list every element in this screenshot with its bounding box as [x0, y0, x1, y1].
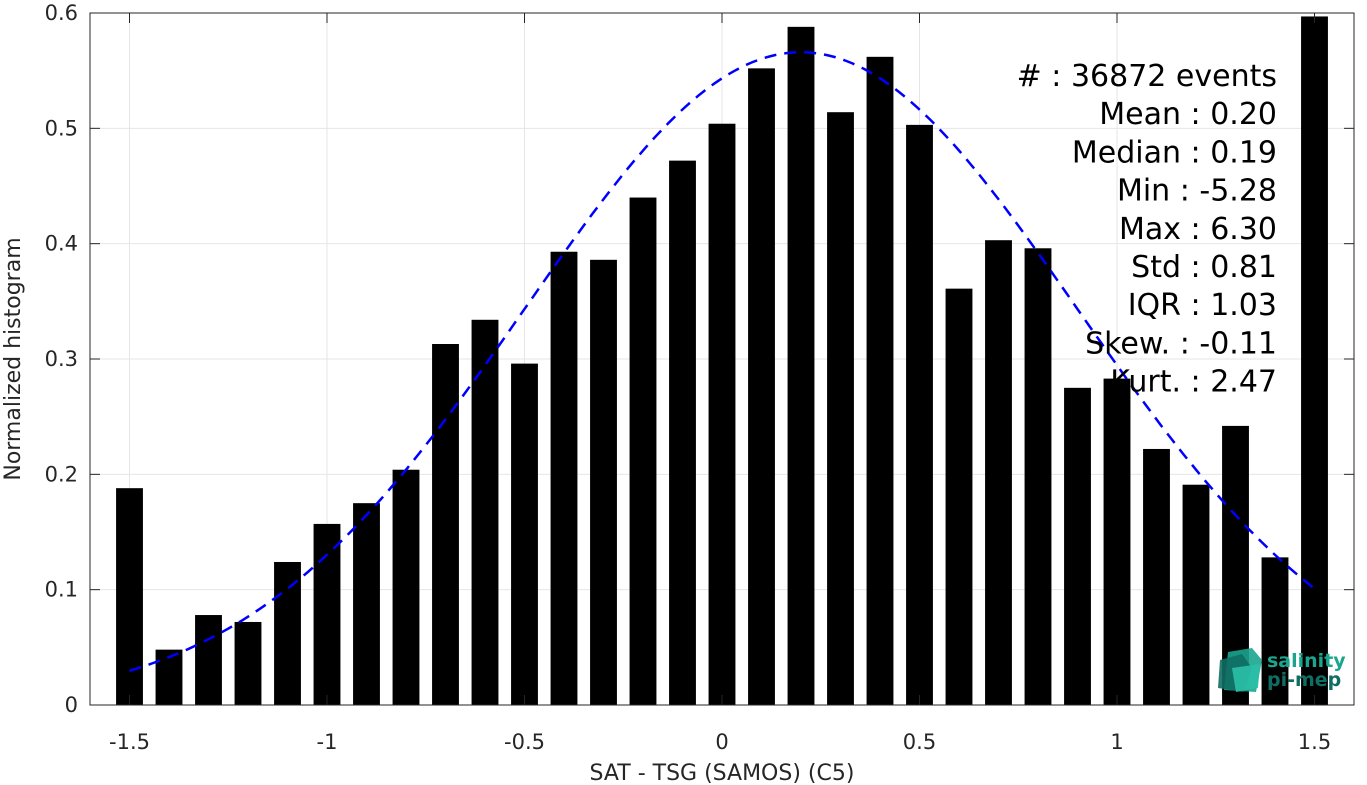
histogram-bar — [511, 363, 538, 705]
histogram-bar — [432, 344, 459, 705]
salinity-pimep-logo: salinity pi-mep — [1218, 648, 1346, 692]
histogram-bar — [1261, 557, 1289, 705]
y-tick-label: 0.6 — [45, 1, 78, 25]
histogram-bar — [787, 26, 815, 705]
histogram-bar — [1301, 16, 1328, 705]
normal-fit-curve — [129, 50, 1316, 672]
y-tick-label: 0.4 — [45, 232, 78, 256]
axis-ticks — [90, 12, 1354, 706]
histogram-bar — [985, 240, 1012, 705]
stat-line: Max : 6.30 — [1119, 212, 1277, 247]
y-tick-label: 0.2 — [45, 462, 78, 486]
histogram-bar — [471, 319, 499, 705]
stat-line: IQR : 1.03 — [1128, 288, 1277, 323]
stat-line: # : 36872 events — [1017, 59, 1277, 94]
x-tick-label: 1 — [1110, 730, 1123, 754]
stat-line: Median : 0.19 — [1072, 135, 1277, 170]
histogram-bar — [116, 488, 143, 705]
stat-line: Min : -5.28 — [1117, 174, 1277, 209]
x-tick-label: 0.5 — [903, 730, 936, 754]
histogram-bar — [945, 288, 973, 705]
logo-text-salinity: salinity — [1267, 650, 1346, 672]
histogram-bar — [1143, 448, 1170, 705]
x-tick-label: 1.5 — [1298, 730, 1331, 754]
x-tick-label: 0 — [715, 730, 728, 754]
y-axis-label: Normalized histogram — [1, 237, 26, 480]
histogram-bar — [234, 621, 262, 705]
stat-line: Kurt. : 2.47 — [1110, 365, 1277, 400]
y-tick-label: 0 — [65, 693, 78, 717]
stat-line: Std : 0.81 — [1131, 250, 1277, 285]
x-tick-label: -1.5 — [109, 730, 150, 754]
histogram-bar — [550, 251, 578, 706]
histogram-bar — [1182, 484, 1210, 705]
histogram-bar — [1024, 248, 1052, 705]
histogram-bar — [1064, 387, 1091, 705]
logo-text-pi-mep: pi-mep — [1267, 669, 1341, 691]
histogram-bar — [353, 503, 380, 705]
histogram-bar — [906, 124, 933, 705]
histogram-bar — [748, 68, 775, 706]
histogram-bar — [866, 56, 894, 706]
histogram-bar — [708, 123, 736, 706]
histogram-bar — [392, 469, 420, 705]
y-tick-label: 0.5 — [45, 116, 78, 140]
y-tick-label: 0.3 — [45, 347, 78, 371]
histogram-bar — [155, 649, 183, 705]
histogram-bar — [195, 615, 222, 705]
bars — [116, 16, 1328, 706]
histogram-bar — [590, 259, 617, 705]
histogram-bar — [1103, 378, 1131, 705]
y-tick-label: 0.1 — [45, 578, 78, 602]
stat-line: Skew. : -0.11 — [1085, 326, 1277, 361]
tick-labels: 0 0.1 0.2 0.3 0.4 0.5 0.6 -1.5 -1 -0.5 0 0.5 1 1.5 — [45, 1, 1332, 754]
histogram-bar — [669, 160, 696, 706]
x-tick-label: -1 — [317, 730, 338, 754]
histogram-bar — [827, 112, 854, 706]
logo-mark-front — [1232, 664, 1260, 692]
histogram-bar — [313, 523, 341, 705]
histogram-bar — [629, 197, 657, 706]
x-axis-label: SAT - TSG (SAMOS) (C5) — [590, 761, 855, 785]
stat-line: Mean : 0.20 — [1099, 97, 1277, 132]
histogram-bar — [274, 561, 301, 705]
x-tick-label: -0.5 — [504, 730, 545, 754]
